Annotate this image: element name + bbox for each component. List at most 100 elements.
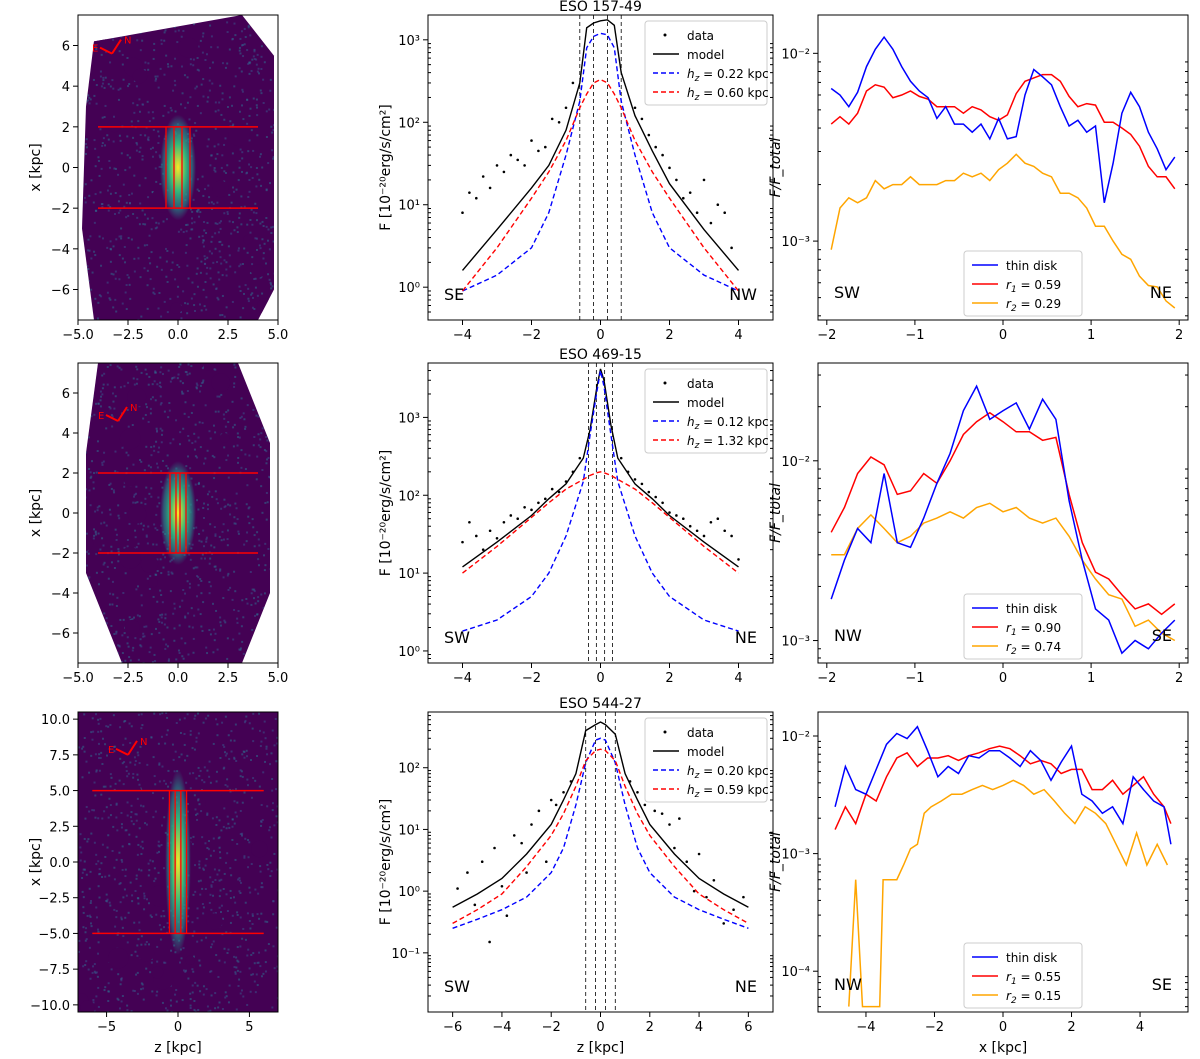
noise-pixel: [243, 418, 246, 421]
noise-pixel: [206, 256, 209, 259]
noise-pixel: [149, 407, 152, 410]
noise-pixel: [206, 266, 209, 269]
noise-pixel: [194, 87, 197, 90]
noise-pixel: [204, 258, 207, 261]
noise-pixel: [231, 125, 234, 128]
noise-pixel: [186, 76, 189, 79]
data-point: [737, 558, 740, 561]
noise-pixel: [144, 134, 147, 137]
noise-pixel: [164, 961, 167, 964]
fraction-curve: [830, 153, 1176, 309]
legend-label-value: = 0.74: [1017, 640, 1061, 654]
noise-pixel: [239, 769, 242, 772]
legend-label: r1 = 0.55: [1006, 970, 1061, 987]
noise-pixel: [258, 544, 261, 547]
noise-pixel: [119, 882, 122, 885]
noise-pixel: [210, 884, 213, 887]
noise-pixel: [230, 730, 233, 733]
noise-pixel: [159, 589, 162, 592]
legend-label: r2 = 0.74: [1006, 640, 1061, 657]
noise-pixel: [145, 810, 148, 813]
data-point: [682, 196, 685, 200]
noise-pixel: [115, 632, 118, 635]
noise-pixel: [205, 53, 208, 56]
noise-pixel: [167, 111, 170, 114]
noise-pixel: [204, 888, 207, 891]
noise-pixel: [90, 754, 93, 757]
noise-pixel: [118, 366, 121, 369]
noise-pixel: [154, 227, 157, 230]
noise-pixel: [243, 856, 246, 859]
noise-pixel: [119, 139, 122, 142]
noise-pixel: [196, 384, 199, 387]
noise-pixel: [79, 846, 82, 849]
noise-pixel: [109, 904, 112, 907]
noise-pixel: [201, 235, 204, 238]
noise-pixel: [269, 182, 272, 185]
noise-pixel: [273, 124, 274, 127]
noise-pixel: [253, 590, 256, 593]
noise-pixel: [132, 136, 135, 139]
noise-pixel: [266, 458, 269, 461]
noise-pixel: [200, 625, 203, 628]
noise-pixel: [248, 841, 251, 844]
noise-pixel: [120, 227, 123, 230]
data-point: [653, 809, 657, 813]
noise-pixel: [136, 992, 139, 995]
noise-pixel: [157, 840, 160, 843]
noise-pixel: [147, 862, 150, 865]
noise-pixel: [107, 834, 110, 837]
noise-pixel: [263, 569, 266, 572]
noise-pixel: [125, 765, 128, 768]
noise-pixel: [256, 114, 259, 117]
noise-pixel: [120, 237, 123, 240]
noise-pixel: [144, 503, 147, 506]
noise-pixel: [188, 553, 191, 556]
x-tick-label: 6: [744, 1020, 752, 1035]
noise-pixel: [155, 430, 158, 433]
noise-pixel: [144, 223, 147, 226]
noise-pixel: [235, 1008, 238, 1011]
y-tick-label: 10.0: [41, 713, 70, 728]
noise-pixel: [173, 639, 176, 642]
noise-pixel: [243, 721, 246, 724]
noise-pixel: [226, 21, 229, 24]
noise-pixel: [118, 235, 121, 238]
noise-pixel: [200, 810, 203, 813]
noise-pixel: [241, 88, 244, 91]
noise-pixel: [219, 568, 222, 571]
noise-pixel: [158, 446, 161, 449]
noise-pixel: [226, 529, 229, 532]
noise-pixel: [193, 717, 196, 720]
noise-pixel: [154, 573, 157, 576]
noise-pixel: [237, 532, 240, 535]
noise-pixel: [99, 872, 102, 875]
noise-pixel: [182, 382, 185, 385]
noise-pixel: [212, 742, 215, 745]
noise-pixel: [198, 959, 201, 962]
noise-pixel: [197, 798, 200, 801]
masked-source: [140, 555, 159, 573]
noise-pixel: [266, 753, 269, 756]
y-tick-label: 6: [62, 40, 70, 55]
noise-pixel: [231, 825, 234, 828]
noise-pixel: [238, 436, 241, 439]
noise-pixel: [215, 498, 218, 501]
data-point: [709, 221, 713, 225]
noise-pixel: [127, 276, 130, 279]
noise-pixel: [111, 603, 114, 606]
noise-pixel: [91, 460, 94, 463]
noise-pixel: [160, 735, 163, 738]
noise-pixel: [146, 100, 149, 103]
compass-arrow: [117, 406, 128, 422]
noise-pixel: [156, 851, 159, 854]
noise-pixel: [153, 867, 156, 870]
noise-pixel: [259, 745, 262, 748]
noise-pixel: [256, 106, 259, 109]
noise-pixel: [150, 446, 153, 449]
noise-pixel: [85, 760, 88, 763]
noise-pixel: [88, 576, 91, 579]
data-point: [456, 887, 459, 890]
noise-pixel: [153, 712, 156, 715]
noise-pixel: [214, 110, 217, 113]
